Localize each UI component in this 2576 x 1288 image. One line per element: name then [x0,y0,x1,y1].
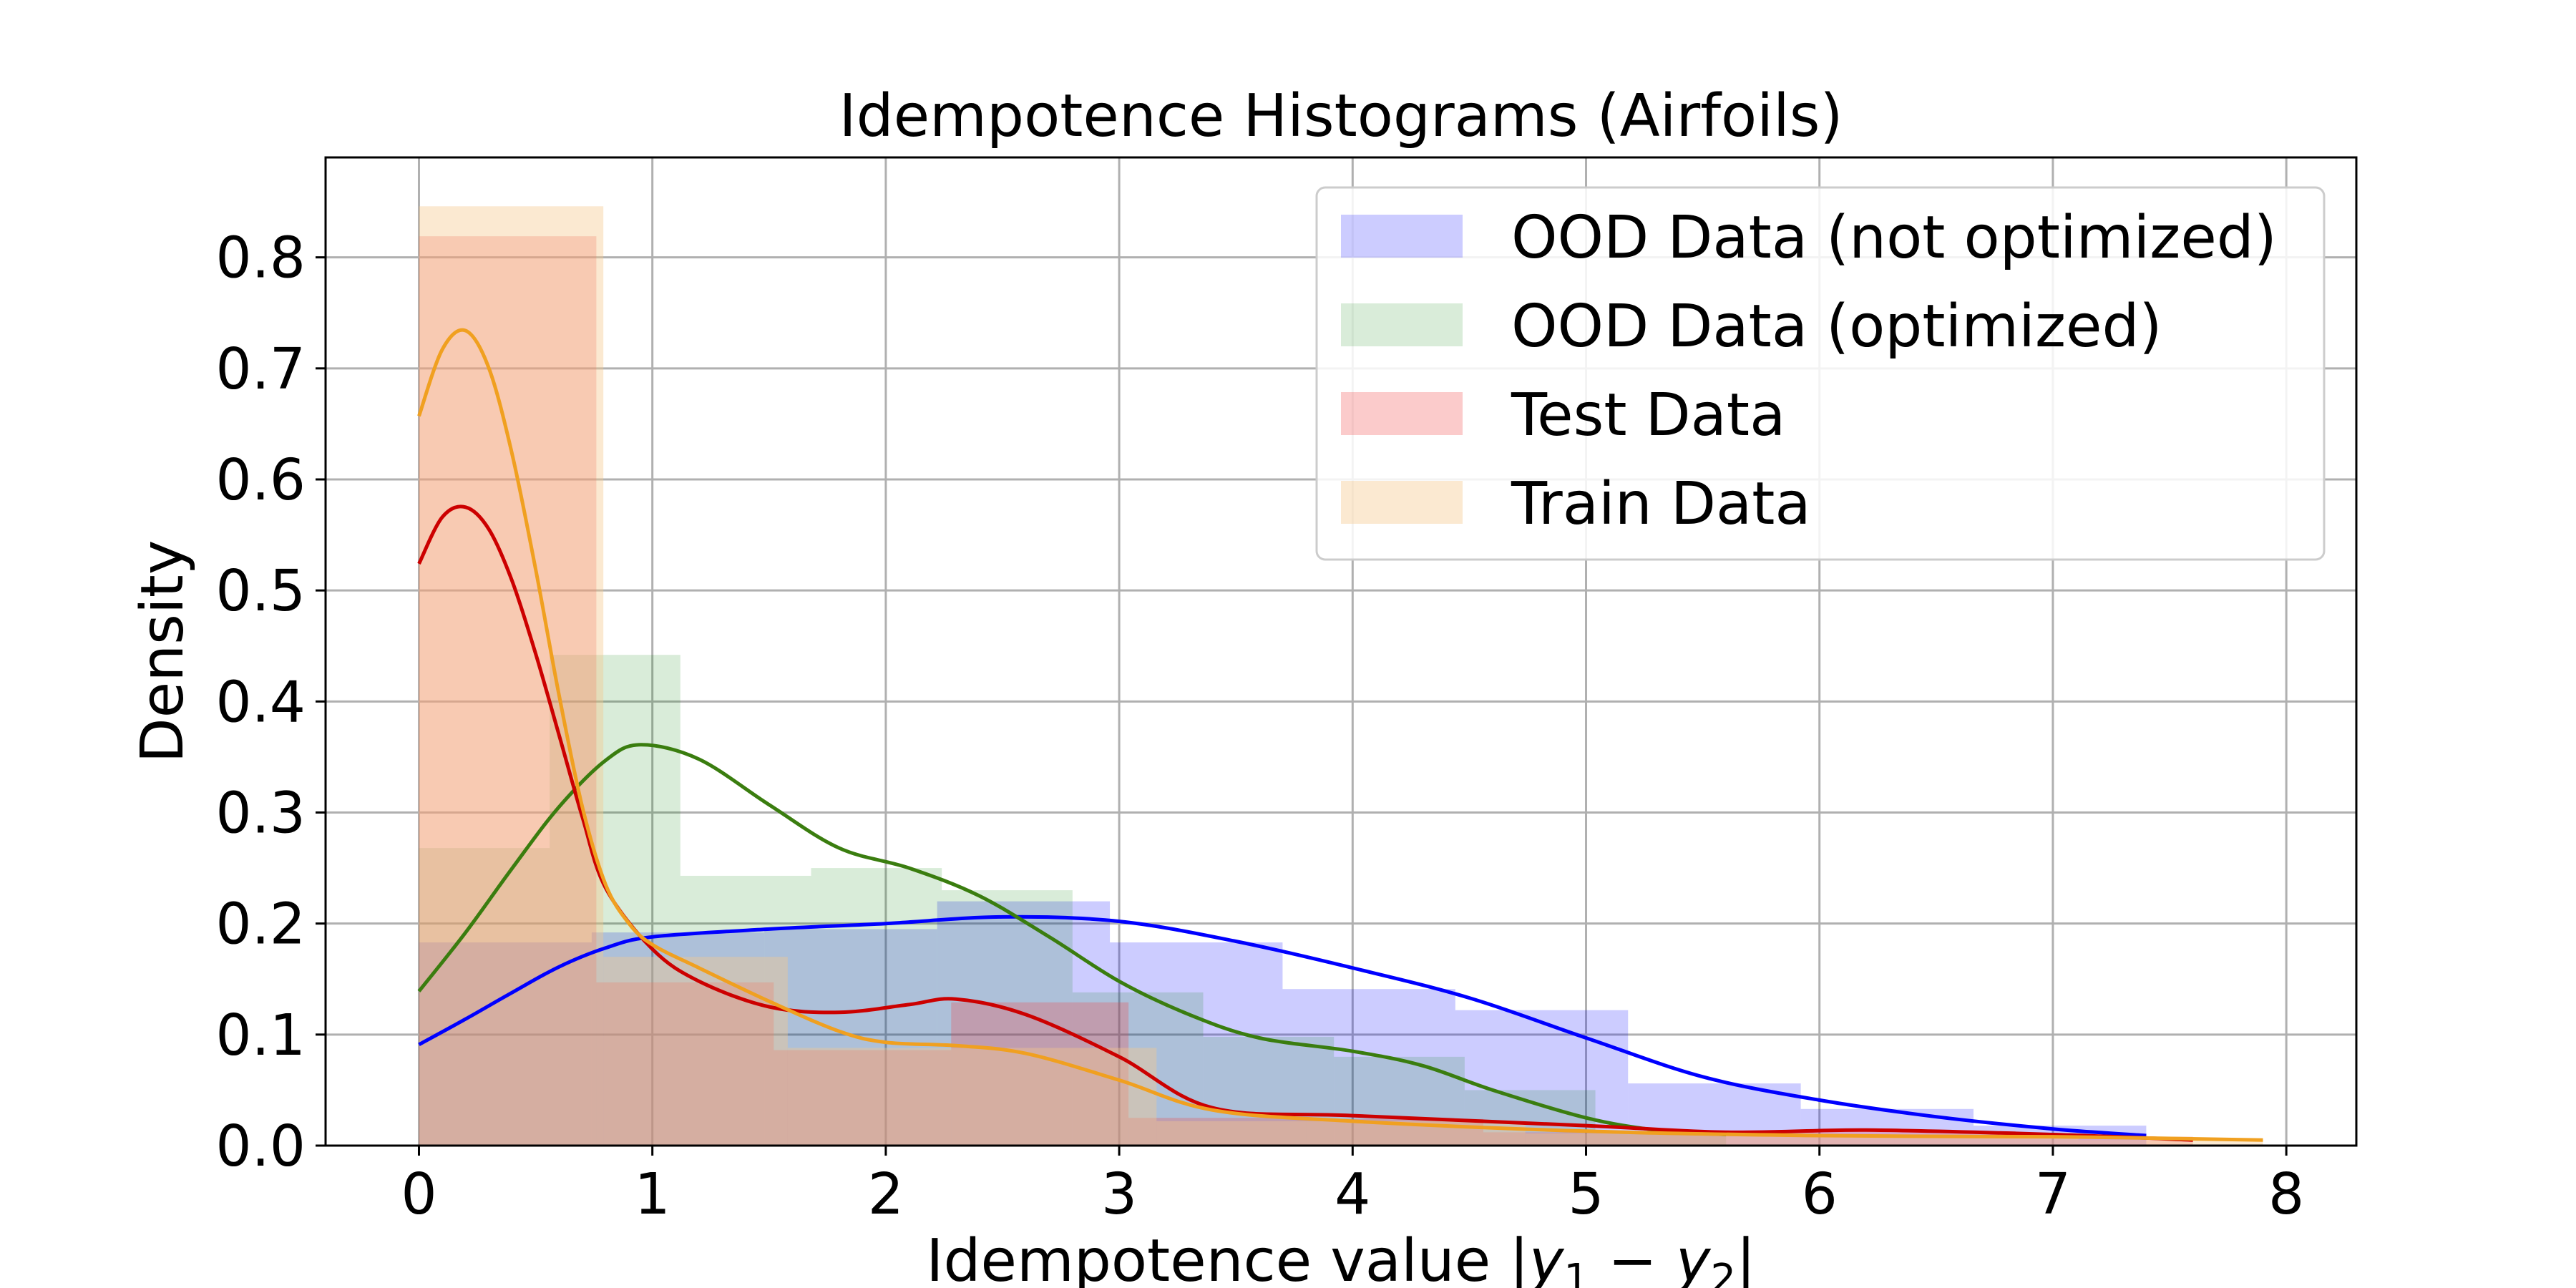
legend-label: OOD Data (not optimized) [1511,204,2277,272]
histogram-bar [1894,1138,2079,1146]
histogram-bar [774,1050,952,1146]
kde-line [417,328,2263,1142]
x-tick-label: 1 [635,1161,670,1227]
histogram-bar [1128,1118,1307,1146]
x-tick-label: 8 [2268,1161,2304,1227]
plot-area-frame [324,156,2358,1147]
y-tick-label: 0.5 [215,558,306,624]
histogram-bar [1110,942,1283,1146]
y-tick-label: 0.6 [215,447,306,513]
chart-title: Idempotence Histograms (Airfoils) [839,82,1843,150]
histogram-bar [419,206,604,1146]
histogram-bar [1203,1036,1335,1146]
histogram-bar [764,929,937,1146]
x-tick-label: 4 [1335,1161,1370,1227]
x-tick-label: 7 [2035,1161,2071,1227]
y-tick-label: 0.8 [215,225,306,291]
kde-line [418,914,2147,1138]
y-tick-label: 0.1 [215,1002,306,1068]
histogram-bar [942,890,1073,1146]
y-tick-label: 0.3 [215,780,306,846]
y-tick-label: 0.0 [215,1113,306,1179]
x-tick-label: 6 [1802,1161,1838,1227]
x-tick-label: 2 [868,1161,904,1227]
axis-ticks: 0 1 2 3 4 5 6 7 8 0.0 0.1 0.2 0.3 0.4 0.5 0.6 0.7 0.8 [215,225,2304,1227]
y-tick-label: 0.4 [215,669,306,735]
histogram-bar [811,868,942,1146]
histogram-bar [550,655,680,1146]
x-tick-label: 0 [401,1161,436,1227]
legend-label: Test Data [1511,381,1785,449]
legend-swatch [1341,481,1463,524]
y-tick-label: 0.7 [215,336,306,402]
histogram-bar [1156,1121,1341,1146]
histogram-bar [419,942,592,1146]
kde-line [417,743,1727,1136]
legend-label: OOD Data (optimized) [1511,293,2162,361]
histogram-bar [596,982,774,1146]
legend-swatch [1341,392,1463,435]
y-axis-label: Density [129,540,197,763]
x-axis-label: Idempotence value |y1 − y2| [926,1227,1755,1288]
kde-line [417,504,2193,1142]
y-tick-label: 0.2 [215,892,306,957]
x-tick-label: 3 [1101,1161,1137,1227]
density-curves [417,328,2263,1142]
histogram-bar [1595,1132,1727,1146]
histogram-bar [937,901,1111,1146]
legend-box [1315,186,2326,561]
histogram-bar [2078,1140,2263,1146]
legend-swatch [1341,215,1463,258]
histogram-bar [603,957,788,1146]
legend-swatch [1341,303,1463,346]
histogram-bar [1709,1136,1895,1146]
legend: OOD Data (not optimized) OOD Data (optimi… [1315,186,2326,561]
x-tick-label: 5 [1568,1161,1604,1227]
legend-label: Train Data [1511,470,1811,538]
histogram-bar [787,1048,972,1146]
histogram-bar [1800,1108,1974,1146]
histogram-bar [419,848,550,1146]
histogram-bar [1525,1133,1710,1146]
histogram-bar [1464,1090,1596,1146]
histogram-bar [1483,1132,1661,1146]
